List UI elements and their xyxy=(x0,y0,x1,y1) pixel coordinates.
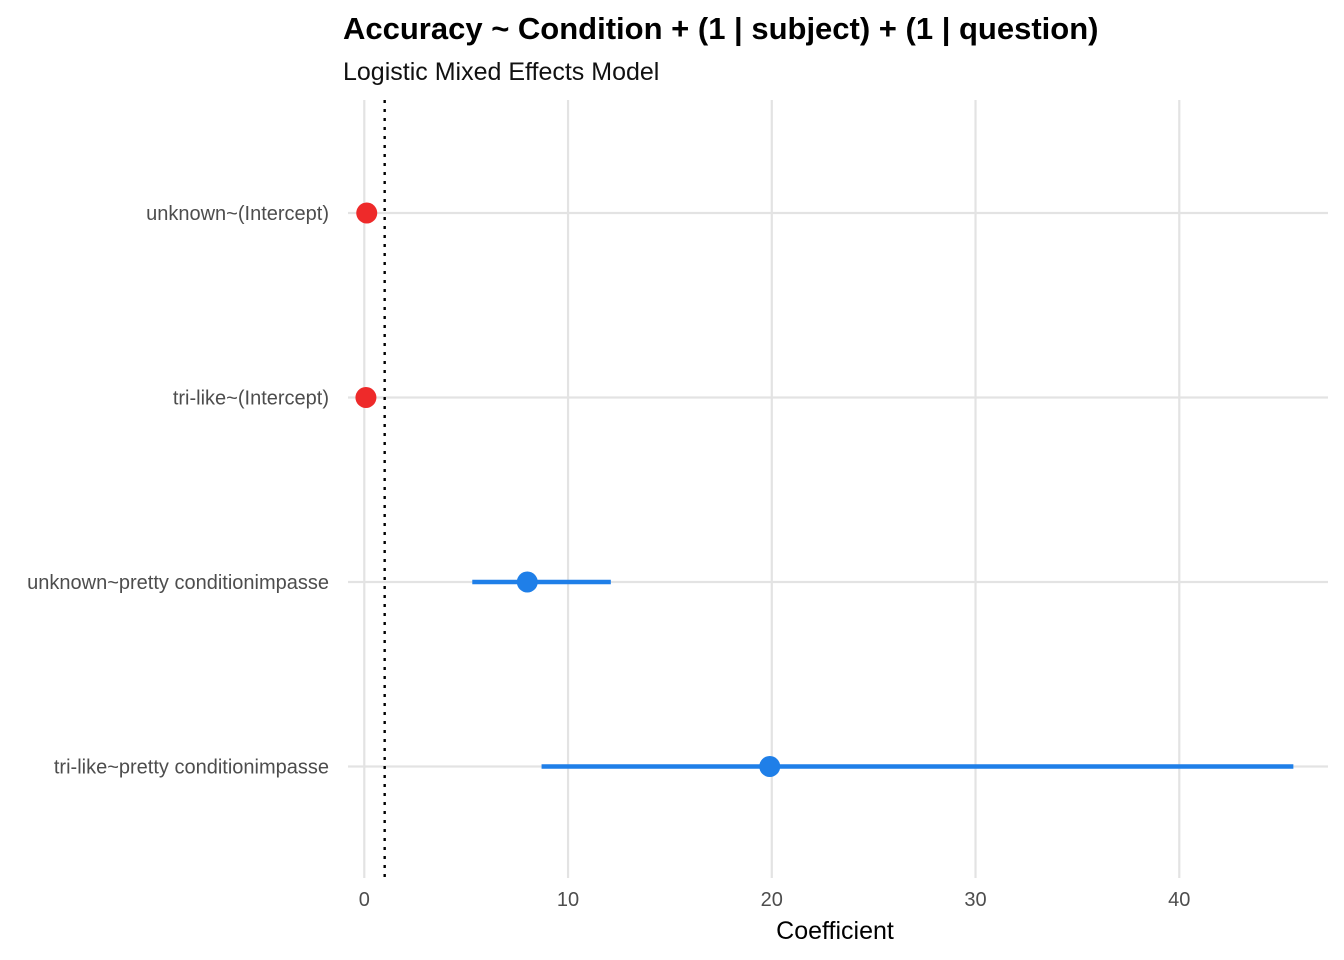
x-tick-label: 30 xyxy=(964,889,986,911)
x-tick-labels: 0 10 20 30 40 xyxy=(359,889,1191,911)
y-tick-label: unknown~pretty conditionimpasse xyxy=(27,572,329,594)
coefficient-marks xyxy=(355,202,1294,777)
coefficient-point xyxy=(759,756,781,777)
coefficient-point xyxy=(356,202,378,224)
y-tick-labels: unknown~(Intercept) tri-like~(Intercept) u… xyxy=(27,203,329,779)
coefficient-point xyxy=(355,387,377,408)
x-tick-label: 10 xyxy=(557,889,579,911)
y-tick-label: tri-like~pretty conditionimpasse xyxy=(54,757,329,779)
coefficient-point xyxy=(516,571,538,593)
grid-lines xyxy=(348,100,1328,878)
x-tick-label: 40 xyxy=(1168,889,1190,911)
chart-title: Accuracy ~ Condition + (1 | subject) + (… xyxy=(343,11,1098,46)
x-tick-label: 20 xyxy=(761,889,783,911)
y-tick-label: tri-like~(Intercept) xyxy=(173,388,329,410)
y-tick-label: unknown~(Intercept) xyxy=(146,203,329,225)
x-axis-title: Coefficient xyxy=(776,917,894,945)
x-tick-label: 0 xyxy=(359,889,370,911)
chart-subtitle: Logistic Mixed Effects Model xyxy=(343,58,659,86)
